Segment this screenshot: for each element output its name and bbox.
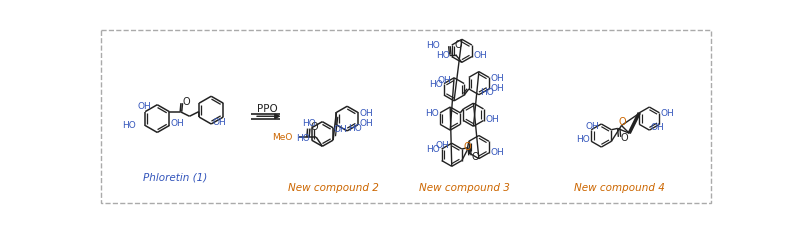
Text: O: O [471,152,479,162]
Text: HO: HO [436,51,450,60]
Text: New compound 2: New compound 2 [288,183,378,193]
Text: O: O [182,97,190,107]
Text: HO: HO [425,109,439,118]
Text: OH: OH [334,125,347,134]
Text: O: O [619,117,626,127]
Text: MeO: MeO [273,133,293,142]
Text: OH: OH [438,76,452,85]
Text: OH: OH [359,119,374,128]
Text: OH: OH [585,122,599,131]
Text: HO: HO [427,41,440,50]
Text: HO: HO [297,134,310,143]
Text: New compound 3: New compound 3 [419,183,511,193]
Text: OH: OH [491,84,504,93]
Text: HO: HO [576,135,590,144]
Text: OH: OH [213,118,227,127]
Text: Phloretin (1): Phloretin (1) [143,173,207,183]
Text: OH: OH [661,109,675,118]
Text: HO: HO [427,145,440,154]
Text: New compound 4: New compound 4 [574,183,665,193]
Text: O: O [311,122,318,132]
Text: OH: OH [137,102,151,111]
Text: PPO: PPO [257,103,278,114]
Text: HO: HO [348,124,362,133]
Text: OH: OH [485,115,499,124]
Text: HO: HO [480,88,493,97]
Text: OH: OH [491,148,504,157]
Text: O: O [464,142,472,152]
Text: OH: OH [359,109,374,119]
Text: O: O [454,40,462,50]
Text: OH: OH [650,123,664,132]
Text: HO: HO [122,121,136,130]
Text: O: O [621,134,628,143]
Text: OH: OH [473,51,487,60]
Text: HO: HO [429,80,442,89]
Text: OH: OH [491,74,504,83]
Text: HO: HO [302,119,316,128]
Text: OH: OH [170,119,185,128]
Text: OH: OH [435,141,450,150]
